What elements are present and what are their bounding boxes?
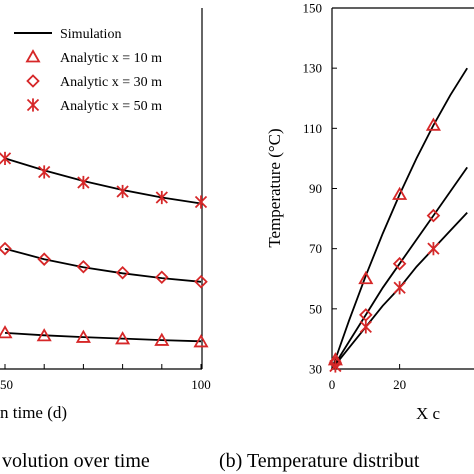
left-x-tick-label: 100	[191, 377, 211, 392]
right-x-ticks: 0 20	[329, 364, 406, 392]
legend-label: Simulation	[60, 27, 121, 42]
right-analytic-markers	[327, 117, 441, 373]
right-y-tick-label: 150	[303, 1, 323, 16]
analytic-asterisk-point	[427, 242, 440, 256]
right-y-tick-label: 70	[309, 241, 322, 256]
analytic-asterisk-point	[393, 281, 406, 295]
analytic-triangle-point	[154, 332, 170, 346]
simulation-curve	[331, 166, 468, 370]
analytic-asterisk-point	[77, 175, 90, 190]
analytic-triangle-point	[36, 328, 52, 342]
analytic-asterisk-point	[329, 359, 342, 373]
analytic-triangle-point	[425, 117, 441, 131]
legend: Simulation Analytic x = 10 m Analytic x = …	[14, 27, 162, 114]
left-x-tick-label: 50	[0, 377, 13, 392]
analytic-triangle-point	[115, 331, 131, 345]
simulation-curve	[4, 247, 202, 283]
right-caption: (b) Temperature distribut	[219, 450, 420, 472]
analytic-diamond-point	[37, 252, 51, 266]
analytic-diamond-point	[392, 256, 407, 271]
simulation-curve	[4, 157, 202, 205]
right-simulation-curves	[331, 67, 468, 370]
right-y-tick-label: 30	[309, 362, 322, 377]
analytic-triangle-point	[358, 270, 374, 285]
right-y-ticks: 30 50 70 90 110 130 150	[303, 1, 337, 377]
left-caption: volution over time	[2, 450, 150, 472]
legend-asterisk-swatch	[26, 98, 40, 112]
analytic-asterisk-point	[116, 184, 129, 199]
legend-label: Analytic x = 50 m	[60, 99, 162, 114]
left-x-axis-label: n time (d)	[0, 403, 67, 422]
left-simulation-curves	[4, 157, 202, 343]
analytic-diamond-point	[155, 270, 169, 285]
simulation-curve	[331, 67, 468, 370]
analytic-asterisk-point	[194, 195, 208, 209]
left-chart-panel: 50 100 Simulation Analytic x = 10 m Analyti…	[0, 8, 211, 472]
legend-triangle-swatch	[25, 49, 41, 63]
left-x-ticks: 50 100	[0, 364, 211, 392]
right-x-tick-label: 20	[393, 377, 406, 392]
right-chart-panel: 30 50 70 90 110 130 150 0 20 Temperature (°C) X…	[219, 1, 474, 472]
right-y-tick-label: 110	[303, 121, 322, 136]
analytic-triangle-point	[392, 186, 408, 200]
legend-label: Analytic x = 10 m	[60, 51, 162, 66]
analytic-asterisk-point	[359, 320, 372, 334]
analytic-triangle-point	[75, 329, 91, 343]
right-y-tick-label: 90	[309, 181, 322, 196]
legend-diamond-swatch	[26, 74, 40, 88]
analytic-triangle-point	[0, 325, 13, 339]
analytic-asterisk-point	[155, 190, 168, 205]
analytic-asterisk-point	[38, 165, 51, 179]
analytic-diamond-point	[0, 241, 12, 256]
simulation-curve	[4, 332, 202, 343]
right-y-axis-label: Temperature (°C)	[265, 128, 284, 247]
analytic-diamond-point	[426, 208, 441, 223]
right-x-axis-label: X c	[416, 404, 441, 423]
analytic-diamond-point	[115, 265, 130, 280]
analytic-asterisk-point	[0, 151, 12, 166]
right-y-tick-label: 50	[309, 301, 322, 316]
right-y-tick-label: 130	[303, 61, 323, 76]
analytic-triangle-point	[193, 334, 209, 348]
analytic-diamond-point	[76, 259, 91, 274]
analytic-diamond-point	[194, 274, 208, 289]
left-analytic-markers	[0, 151, 209, 348]
legend-label: Analytic x = 30 m	[60, 75, 162, 90]
right-x-tick-label: 0	[329, 377, 336, 392]
